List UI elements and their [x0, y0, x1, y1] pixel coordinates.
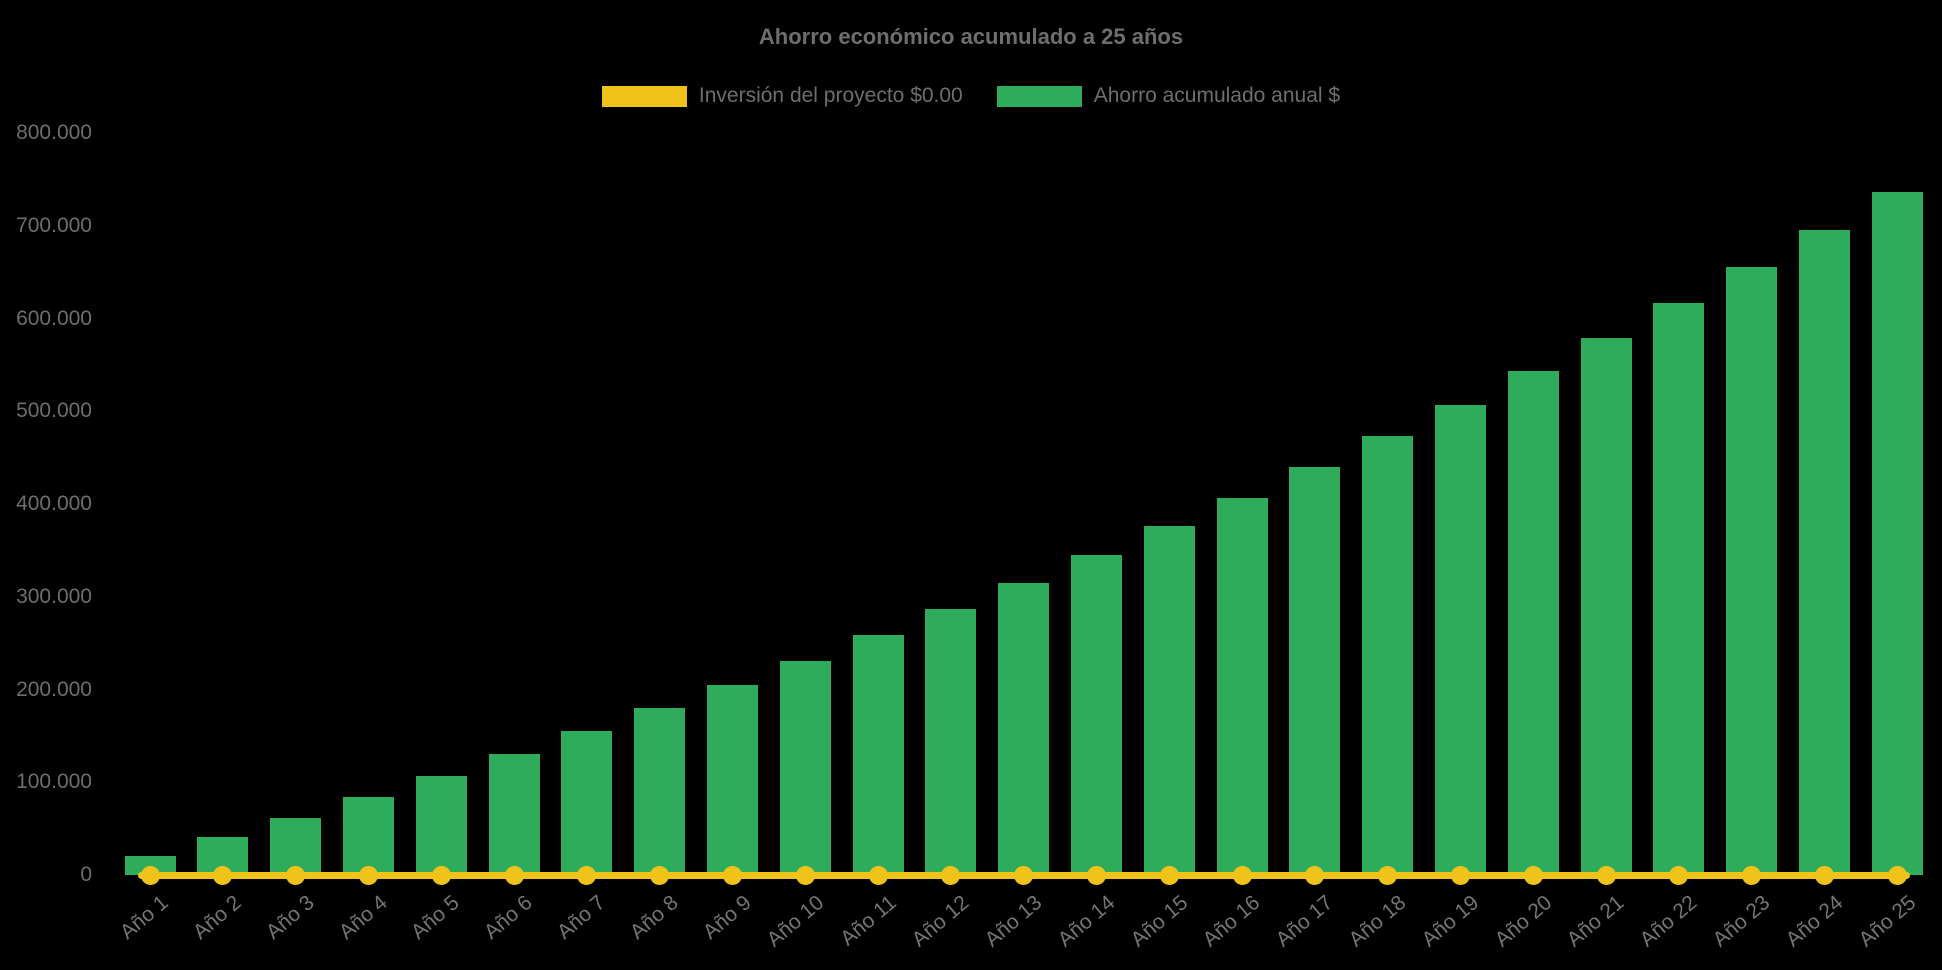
x-tick-label-año-19: Año 19	[1417, 891, 1484, 952]
x-tick-label-año-1: Año 1	[115, 891, 173, 944]
bar-año-21[interactable]	[1580, 337, 1632, 875]
investment-point[interactable]	[650, 865, 670, 885]
chart-legend: Inversión del proyecto $0.00 Ahorro acum…	[0, 84, 1942, 108]
investment-point[interactable]	[941, 865, 961, 885]
bar-año-22[interactable]	[1653, 302, 1705, 875]
legend-label-ahorro: Ahorro acumulado anual $	[1093, 84, 1341, 107]
x-tick-label-año-14: Año 14	[1053, 891, 1120, 952]
investment-point[interactable]	[577, 865, 597, 885]
x-tick-label-año-7: Año 7	[552, 891, 610, 944]
bar-año-15[interactable]	[1143, 526, 1195, 875]
legend-label-inversion: Inversión del proyecto $0.00	[698, 84, 963, 107]
x-tick-label-año-20: Año 20	[1490, 891, 1556, 952]
investment-point[interactable]	[795, 865, 815, 885]
bar-año-6[interactable]	[488, 754, 540, 875]
y-tick-label: 500.000	[16, 399, 92, 423]
x-tick-label-año-18: Año 18	[1344, 891, 1411, 952]
x-tick-label-año-17: Año 17	[1271, 891, 1338, 952]
investment-point[interactable]	[431, 865, 451, 885]
bar-año-17[interactable]	[1289, 466, 1341, 875]
investment-point[interactable]	[1232, 865, 1252, 885]
bar-año-16[interactable]	[1216, 497, 1268, 875]
investment-point[interactable]	[286, 865, 306, 885]
x-tick-label-año-9: Año 9	[698, 891, 756, 944]
bar-año-13[interactable]	[998, 582, 1050, 875]
bar-año-25[interactable]	[1871, 192, 1923, 875]
y-tick-label: 100.000	[16, 770, 92, 794]
x-tick-label-año-13: Año 13	[980, 891, 1047, 952]
investment-point[interactable]	[1523, 865, 1543, 885]
investment-point[interactable]	[1814, 865, 1834, 885]
bar-año-20[interactable]	[1507, 371, 1559, 875]
investment-point[interactable]	[1086, 865, 1106, 885]
y-tick-label: 200.000	[16, 677, 92, 701]
x-tick-label-año-4: Año 4	[334, 891, 392, 944]
x-tick-label-año-15: Año 15	[1126, 891, 1192, 952]
bar-año-5[interactable]	[415, 775, 467, 875]
investment-point[interactable]	[1014, 865, 1034, 885]
inversion-swatch-icon	[601, 85, 687, 107]
x-tick-label-año-21: Año 21	[1563, 891, 1629, 952]
x-tick-label-año-16: Año 16	[1199, 891, 1265, 952]
legend-item-inversion[interactable]: Inversión del proyecto $0.00	[601, 84, 963, 108]
bar-año-9[interactable]	[706, 684, 758, 875]
x-tick-label-año-25: Año 25	[1854, 891, 1920, 952]
y-tick-label: 600.000	[16, 306, 92, 330]
bar-año-4[interactable]	[342, 797, 394, 875]
x-tick-label-año-11: Año 11	[836, 891, 901, 951]
chart-title: Ahorro económico acumulado a 25 años	[758, 24, 1184, 49]
bar-año-3[interactable]	[270, 817, 322, 875]
x-tick-label-año-23: Año 23	[1708, 891, 1775, 952]
x-tick-label-año-22: Año 22	[1635, 891, 1702, 952]
bar-año-8[interactable]	[634, 708, 686, 875]
ahorro-swatch-icon	[996, 85, 1082, 107]
x-tick-label-año-6: Año 6	[479, 891, 537, 944]
bar-año-18[interactable]	[1362, 436, 1414, 875]
y-tick-label: 400.000	[16, 492, 92, 515]
investment-point[interactable]	[1305, 865, 1325, 885]
y-tick-label: 300.000	[16, 584, 92, 608]
bar-año-7[interactable]	[561, 731, 613, 875]
y-tick-label: 800.000	[16, 121, 92, 144]
investment-point[interactable]	[868, 865, 888, 885]
y-tick-label: 700.000	[16, 213, 92, 237]
investment-point[interactable]	[722, 865, 742, 885]
investment-point[interactable]	[358, 865, 378, 885]
x-tick-label-año-2: Año 2	[188, 891, 246, 944]
x-tick-label-año-10: Año 10	[762, 891, 828, 952]
bar-año-24[interactable]	[1798, 230, 1850, 875]
investment-point[interactable]	[140, 865, 160, 885]
x-tick-label-año-12: Año 12	[907, 891, 974, 952]
investment-point[interactable]	[1159, 865, 1179, 885]
investment-point[interactable]	[1378, 865, 1398, 885]
bar-año-11[interactable]	[852, 634, 904, 875]
y-tick-label: 0	[80, 863, 92, 886]
bar-año-19[interactable]	[1434, 404, 1486, 875]
x-tick-label-año-8: Año 8	[625, 891, 683, 944]
legend-item-ahorro[interactable]: Ahorro acumulado anual $	[996, 84, 1341, 108]
investment-point[interactable]	[1669, 865, 1689, 885]
investment-point[interactable]	[213, 865, 233, 885]
bar-año-10[interactable]	[779, 660, 831, 875]
investment-point[interactable]	[1742, 865, 1762, 885]
x-tick-label-año-3: Año 3	[261, 891, 319, 944]
x-tick-label-año-24: Año 24	[1781, 891, 1848, 952]
x-tick-label-año-5: Año 5	[407, 891, 464, 944]
investment-point[interactable]	[1887, 865, 1907, 885]
bar-año-12[interactable]	[925, 608, 977, 875]
investment-point[interactable]	[504, 865, 524, 885]
investment-point[interactable]	[1450, 865, 1470, 885]
bar-año-14[interactable]	[1070, 555, 1122, 875]
investment-point[interactable]	[1596, 865, 1616, 885]
bar-año-23[interactable]	[1726, 266, 1778, 875]
